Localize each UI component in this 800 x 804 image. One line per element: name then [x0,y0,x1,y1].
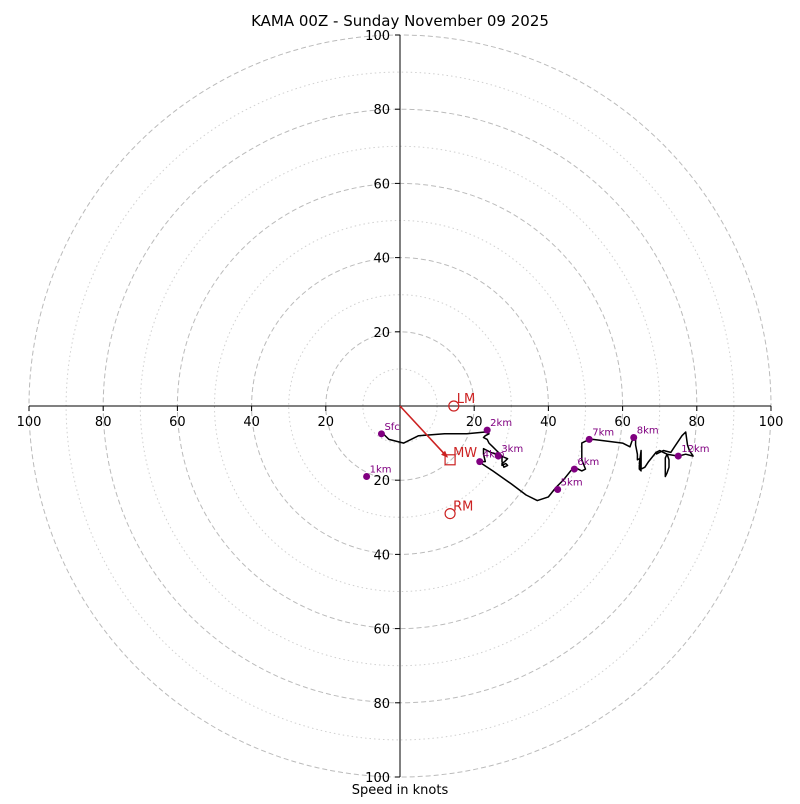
tick-label-left-80: 80 [95,415,112,430]
mean-wind-label: MW [453,446,477,461]
height-marker-8km [630,434,638,442]
tick-label-right-100: 100 [759,415,784,430]
height-marker-1km [363,472,371,480]
tick-label-up-40: 40 [373,252,390,267]
left-mover-marker [448,400,460,412]
tick-label-right-80: 80 [689,415,706,430]
storm-motion-layer: LM MW RM [399,392,477,520]
height-label-6km: 6km [577,457,599,468]
wind-trace-line [380,431,694,502]
height-label-1km: 1km [370,464,392,475]
tick-label-up-60: 60 [373,177,390,192]
height-label-3km: 3km [501,444,523,455]
height-marker-4km [476,458,484,466]
height-label-2km: 2km [490,418,512,429]
mean-wind-marker [444,454,456,466]
tick-label-right-40: 40 [540,415,557,430]
tick-label-up-100: 100 [365,29,390,44]
mean-wind-vector [399,405,448,458]
right-mover-label: RM [453,500,473,515]
right-mover-marker [444,507,456,520]
wind-trace-layer [380,431,694,502]
x-axis-label: Speed in knots [351,783,449,798]
tick-label-right-60: 60 [614,415,631,430]
height-marker-6km [570,465,578,473]
tick-label-up-20: 20 [373,326,390,341]
tick-label-down-100: 100 [365,771,390,786]
height-marker-sfc [377,430,385,438]
tick-label-down-60: 60 [373,623,390,638]
tick-label-left-60: 60 [169,415,186,430]
height-label-12km: 12km [681,444,709,455]
tick-label-down-80: 80 [373,697,390,712]
height-label-4km: 4km [483,450,505,461]
left-mover-label: LM [457,392,475,407]
height-marker-5km [554,485,562,493]
height-marker-3km [494,452,502,460]
height-marker-2km [483,426,491,434]
tick-label-left-100: 100 [17,415,42,430]
height-label-8km: 8km [637,426,659,437]
height-label-sfc: Sfc [384,422,399,433]
tick-label-left-20: 20 [318,415,335,430]
tick-label-up-80: 80 [373,103,390,118]
tick-label-down-20: 20 [373,474,390,489]
tick-label-left-40: 40 [243,415,260,430]
tick-label-right-20: 20 [466,415,483,430]
chart-title: KAMA 00Z - Sunday November 09 2025 [251,12,549,30]
height-label-7km: 7km [592,427,614,438]
height-marker-12km [674,452,682,460]
height-marker-7km [585,435,593,443]
tick-label-down-40: 40 [373,548,390,563]
axis-ticks [28,34,772,778]
axis-tick-labels: 20 20 20 20 40 40 40 40 60 60 60 60 80 80 80 80 100 100 10… [17,29,784,786]
height-label-5km: 5km [561,477,583,488]
